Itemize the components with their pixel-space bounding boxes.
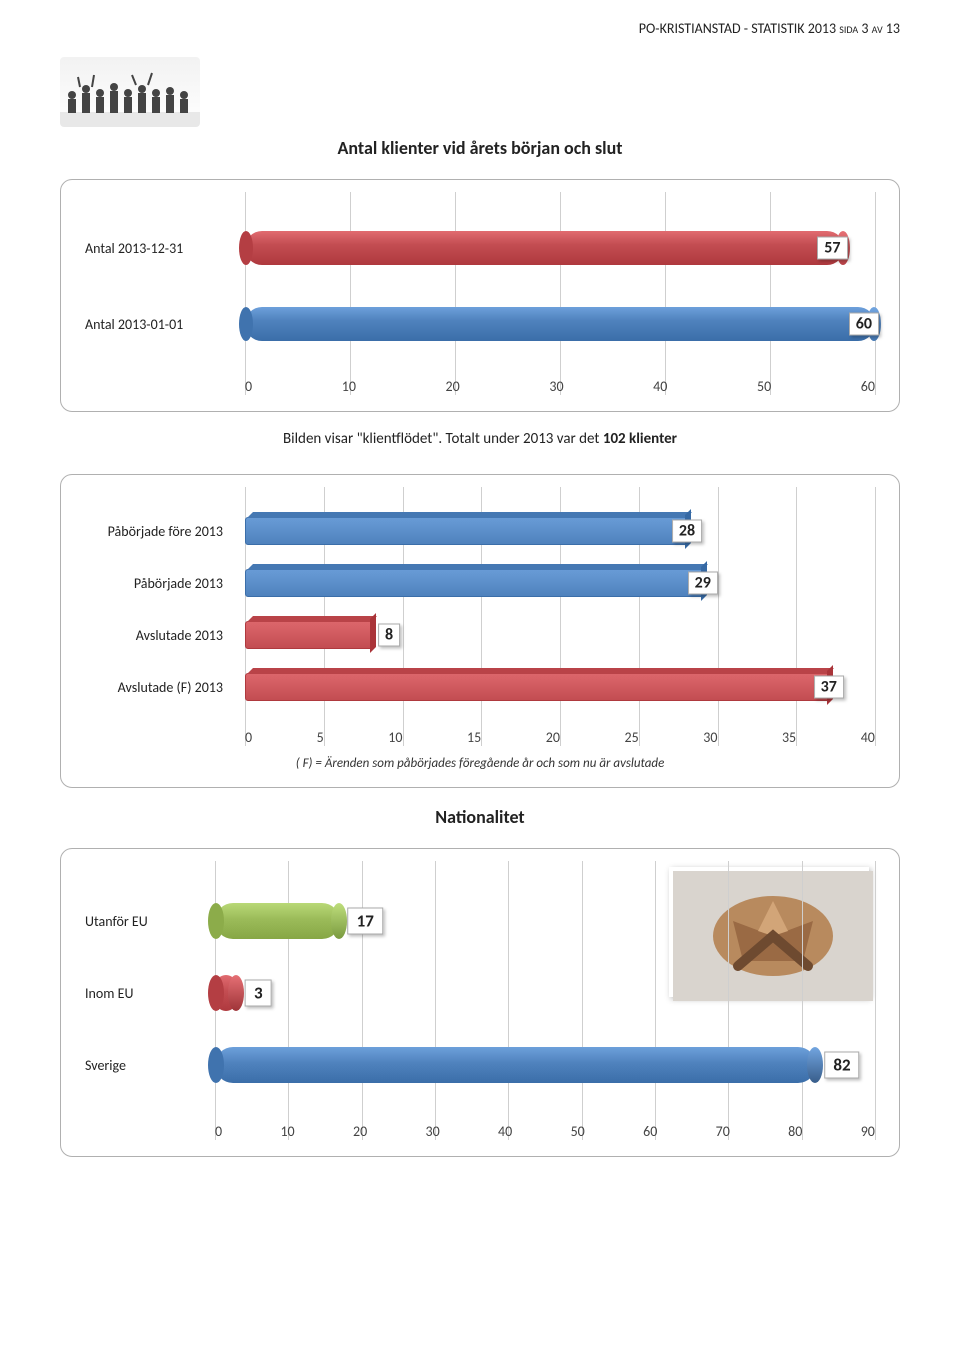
chart3-panel: Utanför EU17Inom EU3Sverige82 0102030405…: [60, 848, 900, 1157]
chart2-bar-label: Påbörjade 2013: [85, 575, 235, 592]
chart1-plot: Antal 2013-12-3157Antal 2013-01-0160 010…: [245, 200, 875, 395]
chart3-bar: 17: [215, 903, 340, 939]
chart1-bar: 60: [245, 307, 875, 341]
chart2-bar: 29: [245, 569, 702, 597]
chart3-bar: 82: [215, 1047, 816, 1083]
chart1-bar-value: 60: [849, 313, 879, 336]
chart1-bar-value: 57: [817, 237, 847, 260]
chart1-bar: 57: [245, 231, 844, 265]
chart2-panel: Påbörjade före 2013 28 Påbörjade 2013 29 Avs…: [60, 474, 900, 788]
chart3-bar-value: 17: [348, 908, 383, 935]
caption: Bilden visar "klientflödet". Totalt unde…: [60, 430, 900, 448]
section3-title: Nationalitet: [60, 806, 900, 828]
chart3-plot: Utanför EU17Inom EU3Sverige82 0102030405…: [215, 869, 875, 1140]
chart3-bar-label: Sverige: [85, 1057, 205, 1074]
page-header: PO-KRISTIANSTAD - STATISTIK 2013 sida 3 …: [60, 20, 900, 37]
chart2-bar-value: 28: [672, 520, 702, 543]
chart1-bar-label: Antal 2013-01-01: [85, 316, 235, 333]
chart3-bar: 3: [215, 975, 237, 1011]
chart2-plot: Påbörjade före 201328Påbörjade 201329Avs…: [245, 495, 875, 746]
chart1-bar-label: Antal 2013-12-31: [85, 240, 235, 257]
chart3-bar-value: 3: [245, 980, 272, 1007]
chart2-bar-value: 29: [688, 572, 718, 595]
chart2-bar-value: 8: [378, 624, 400, 647]
chart2-bar-label: Avslutade (F) 2013: [85, 679, 235, 696]
chart1-title: Antal klienter vid årets början och slut: [60, 137, 900, 159]
chart2-bar: 37: [245, 673, 828, 701]
chart2-bar-label: Påbörjade före 2013: [85, 523, 235, 540]
chart2-bar-label: Avslutade 2013: [85, 627, 235, 644]
chart1-panel: Antal 2013-12-3157Antal 2013-01-0160 010…: [60, 179, 900, 412]
chart2-bar: 8: [245, 621, 371, 649]
chart3-bar-label: Inom EU: [85, 985, 205, 1002]
chart3-bar-value: 82: [824, 1052, 859, 1079]
chart2-footnote: ( F) = Ärenden som påbörjades föregående…: [85, 756, 875, 771]
chart3-bar-label: Utanför EU: [85, 913, 205, 930]
chart2-bar: 28: [245, 517, 686, 545]
chart2-bar-value: 37: [814, 676, 844, 699]
people-silhouette-icon: [60, 57, 200, 127]
